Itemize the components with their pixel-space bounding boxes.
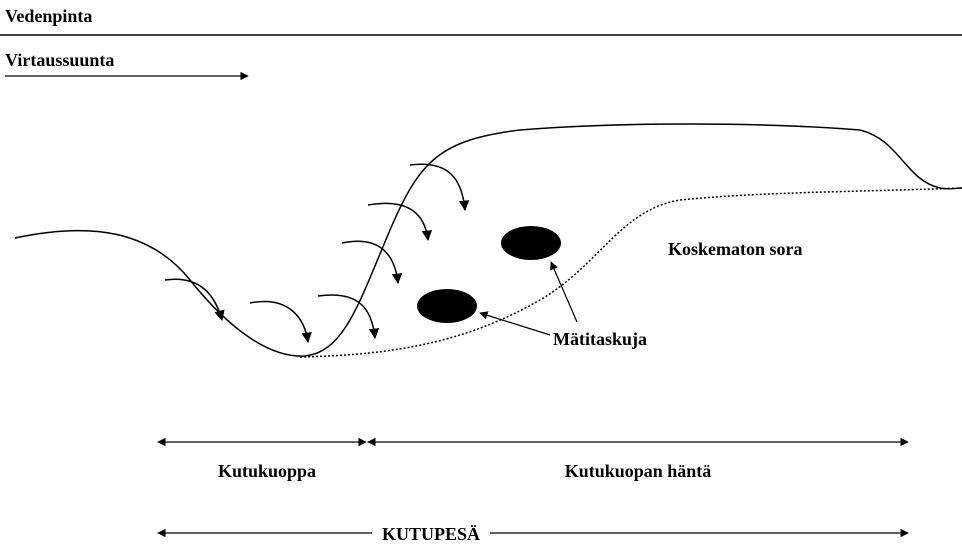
flow-eddies xyxy=(164,163,470,344)
pointer xyxy=(550,261,578,323)
pit-label: Kutukuoppa xyxy=(218,461,316,481)
redd-label: KUTUPESÄ xyxy=(382,524,480,544)
egg-pocket xyxy=(501,226,561,260)
egg-pocket-label: Mätitaskuja xyxy=(553,329,647,349)
egg-pocket xyxy=(417,289,477,323)
original-gravel-line xyxy=(299,187,962,358)
water-surface-label: Vedenpinta xyxy=(5,6,92,26)
pointer xyxy=(479,311,551,336)
tail-label: Kutukuopan häntä xyxy=(565,461,712,481)
flow-label: Virtaussuunta xyxy=(5,50,114,70)
gravel-label: Koskematon sora xyxy=(668,239,803,259)
riverbed-profile xyxy=(14,123,962,357)
